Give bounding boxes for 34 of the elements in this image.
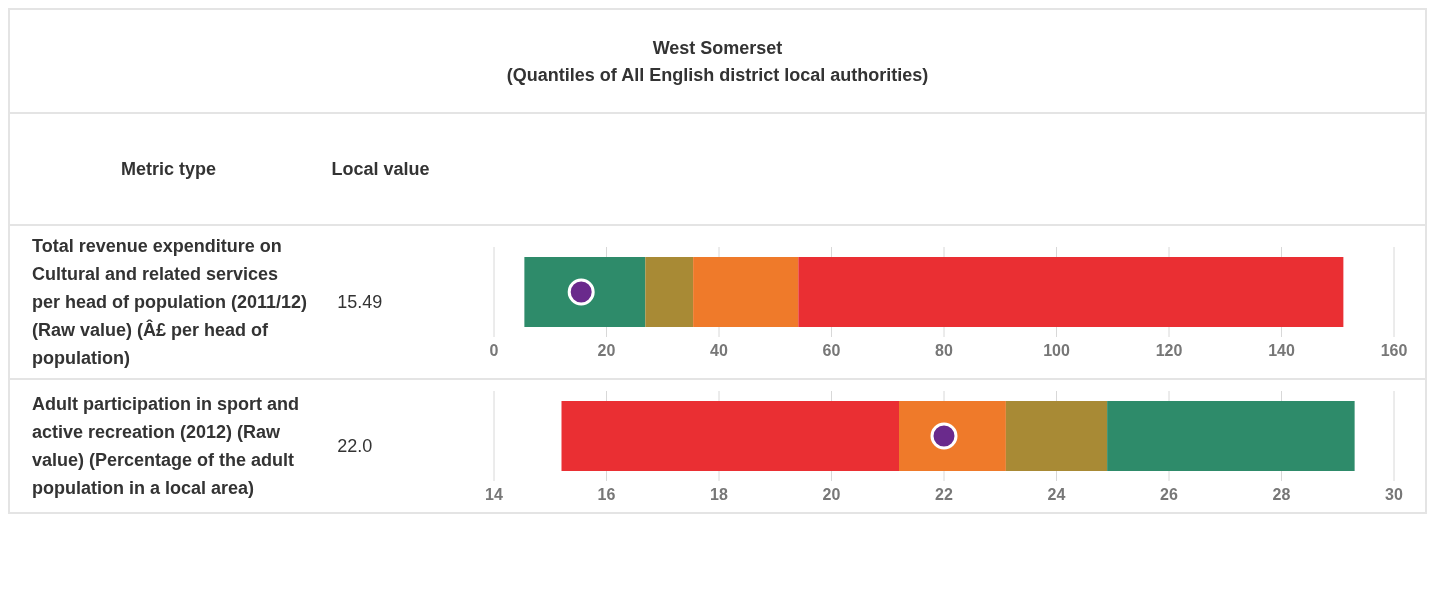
x-tick-label: 28: [1272, 486, 1291, 504]
text: Local value: [327, 113, 463, 225]
x-tick-label: 20: [822, 486, 841, 504]
y-axis-title: Total revenue expenditure on Cultural and related services per head of population (2011/12) (Raw value) (Â£ per head of population): [10, 225, 328, 379]
bar: [1005, 401, 1108, 471]
x-tick-label: 0: [489, 342, 499, 360]
x-tick-label: 26: [1160, 486, 1178, 504]
x-tick-label: 160: [1380, 342, 1408, 360]
bar: [561, 401, 899, 471]
text: (Quantiles of All English district local authorities): [505, 65, 930, 86]
x-tick-label: 140: [1268, 342, 1295, 360]
bar: [693, 257, 799, 327]
x-tick-label: 14: [485, 486, 503, 504]
bar: [1107, 401, 1355, 471]
x-tick-label: 22: [935, 486, 953, 504]
x-tick-label: 24: [1047, 486, 1066, 504]
x-tick-label: 100: [1043, 342, 1070, 360]
text: 15.49: [337, 291, 383, 312]
text: Metric type: [10, 113, 328, 225]
x-tick-label: 20: [597, 342, 616, 360]
bar: [798, 257, 1344, 327]
x-tick-label: 18: [710, 486, 728, 504]
y-axis-title: Adult participation in sport and active recreation (2012) (Raw value) (Percentage of the adult population in a local area): [10, 379, 328, 512]
x-tick-label: 120: [1155, 342, 1183, 360]
x-tick-label: 16: [597, 486, 616, 504]
x-tick-label: 60: [822, 342, 841, 360]
text: 22.0: [337, 435, 373, 456]
bar: [524, 257, 646, 327]
x-tick-label: 80: [935, 342, 953, 360]
bar: [645, 257, 694, 327]
x-tick-label: 40: [710, 342, 728, 360]
x-tick-label: 30: [1385, 486, 1403, 504]
text: West Somerset: [651, 38, 784, 59]
bar: [899, 401, 1006, 471]
